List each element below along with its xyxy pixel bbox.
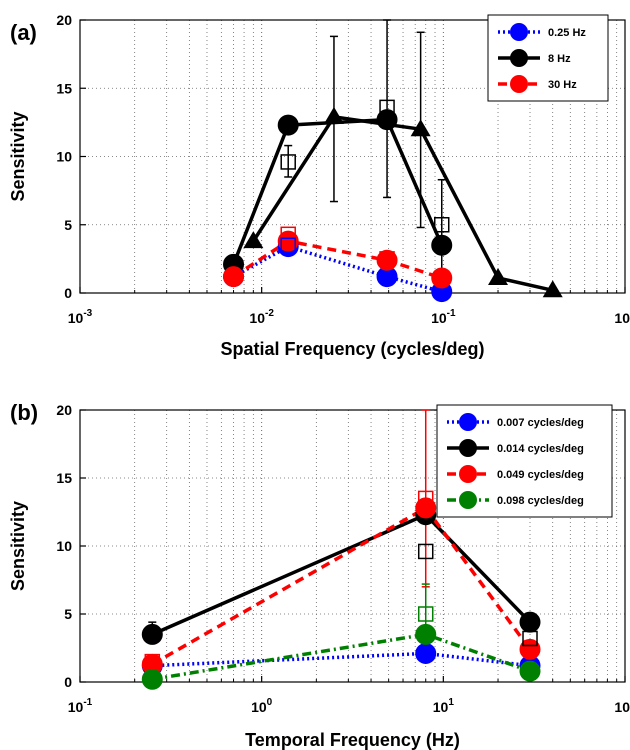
legend-label: 0.014 cycles/deg <box>497 443 584 455</box>
data-point <box>415 623 437 645</box>
legend-label: 0.007 cycles/deg <box>497 417 584 429</box>
y-tick-label: 15 <box>56 470 72 486</box>
data-point-triangle <box>410 119 431 137</box>
y-tick-label: 5 <box>64 606 72 622</box>
legend-label: 0.098 cycles/deg <box>497 495 584 507</box>
panel-label: (b) <box>10 400 38 425</box>
legend-label: 0.25 Hz <box>548 27 586 39</box>
data-point <box>415 497 437 519</box>
legend-marker <box>459 413 477 431</box>
y-axis-title: Sensitivity <box>8 501 28 591</box>
data-point <box>415 642 437 664</box>
x-axis-title: Temporal Frequency (Hz) <box>245 730 460 750</box>
y-tick-label: 15 <box>56 80 72 96</box>
y-axis-title: Sensitivity <box>8 111 28 201</box>
data-point-square <box>144 653 161 670</box>
y-tick-label: 0 <box>64 674 72 690</box>
legend-marker <box>459 465 477 483</box>
data-point <box>519 660 541 682</box>
data-point-square <box>280 226 296 243</box>
data-point-triangle <box>488 267 509 285</box>
data-point-triangle <box>323 106 344 124</box>
series-line <box>232 244 443 294</box>
legend-label: 30 Hz <box>548 79 577 91</box>
legend-label: 0.049 cycles/deg <box>497 469 584 481</box>
legend-marker <box>510 23 528 41</box>
data-point-square <box>522 630 538 647</box>
series-line <box>152 651 531 668</box>
y-tick-label: 5 <box>64 217 72 233</box>
x-tick-label: 101 <box>433 697 455 715</box>
data-point-square <box>280 237 296 253</box>
series-line <box>232 239 443 280</box>
data-point <box>431 234 453 256</box>
y-tick-label: 20 <box>56 402 72 418</box>
x-tick-label: 10-1 <box>68 697 93 715</box>
x-tick-label: 100 <box>614 308 630 326</box>
data-point-square <box>417 543 434 560</box>
legend: 0.25 Hz 8 Hz 30 Hz <box>487 14 609 102</box>
data-point <box>223 266 245 288</box>
data-point <box>519 638 541 660</box>
y-tick-label: 10 <box>56 538 72 554</box>
series-line <box>152 632 531 682</box>
y-tick-label: 20 <box>56 12 72 28</box>
data-point <box>277 114 299 136</box>
legend-marker <box>459 439 477 457</box>
data-point <box>141 623 163 645</box>
legend-marker <box>459 491 477 509</box>
grid <box>80 20 625 293</box>
y-tick-label: 0 <box>64 285 72 301</box>
x-tick-label: 100 <box>251 697 273 715</box>
y-tick-label: 10 <box>56 149 72 165</box>
data-point-square <box>280 154 296 170</box>
x-tick-label: 10-3 <box>68 308 93 326</box>
panel-label: (a) <box>10 20 37 45</box>
legend-marker <box>510 49 528 67</box>
data-point <box>141 668 163 690</box>
data-point-square <box>433 217 450 233</box>
panel-a: 10-3 10-2 10-1 100 0 5 10 15 20 Spatial Frequency… <box>8 12 630 359</box>
data-point-square <box>379 99 395 116</box>
x-tick-label: 102 <box>614 697 630 715</box>
data-point-square <box>417 606 434 622</box>
data-point-square <box>417 490 434 507</box>
data-point-square <box>379 251 395 267</box>
panel-b: 10-1 100 101 102 0 5 10 15 20 Temporal Frequency … <box>8 400 630 750</box>
data-point <box>519 611 541 633</box>
x-tick-label: 10-1 <box>431 308 456 326</box>
data-point <box>431 267 453 289</box>
data-point-triangle <box>243 231 264 249</box>
x-axis-title: Spatial Frequency (cycles/deg) <box>220 339 484 359</box>
legend: 0.007 cycles/deg 0.014 cycles/deg 0.049 cy… <box>436 404 613 518</box>
x-tick-label: 10-2 <box>249 308 274 326</box>
legend-marker <box>510 75 528 93</box>
data-point-triangle <box>542 280 563 298</box>
legend-label: 8 Hz <box>548 53 571 65</box>
